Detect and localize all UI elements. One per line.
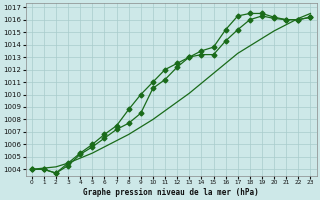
X-axis label: Graphe pression niveau de la mer (hPa): Graphe pression niveau de la mer (hPa) (83, 188, 259, 197)
